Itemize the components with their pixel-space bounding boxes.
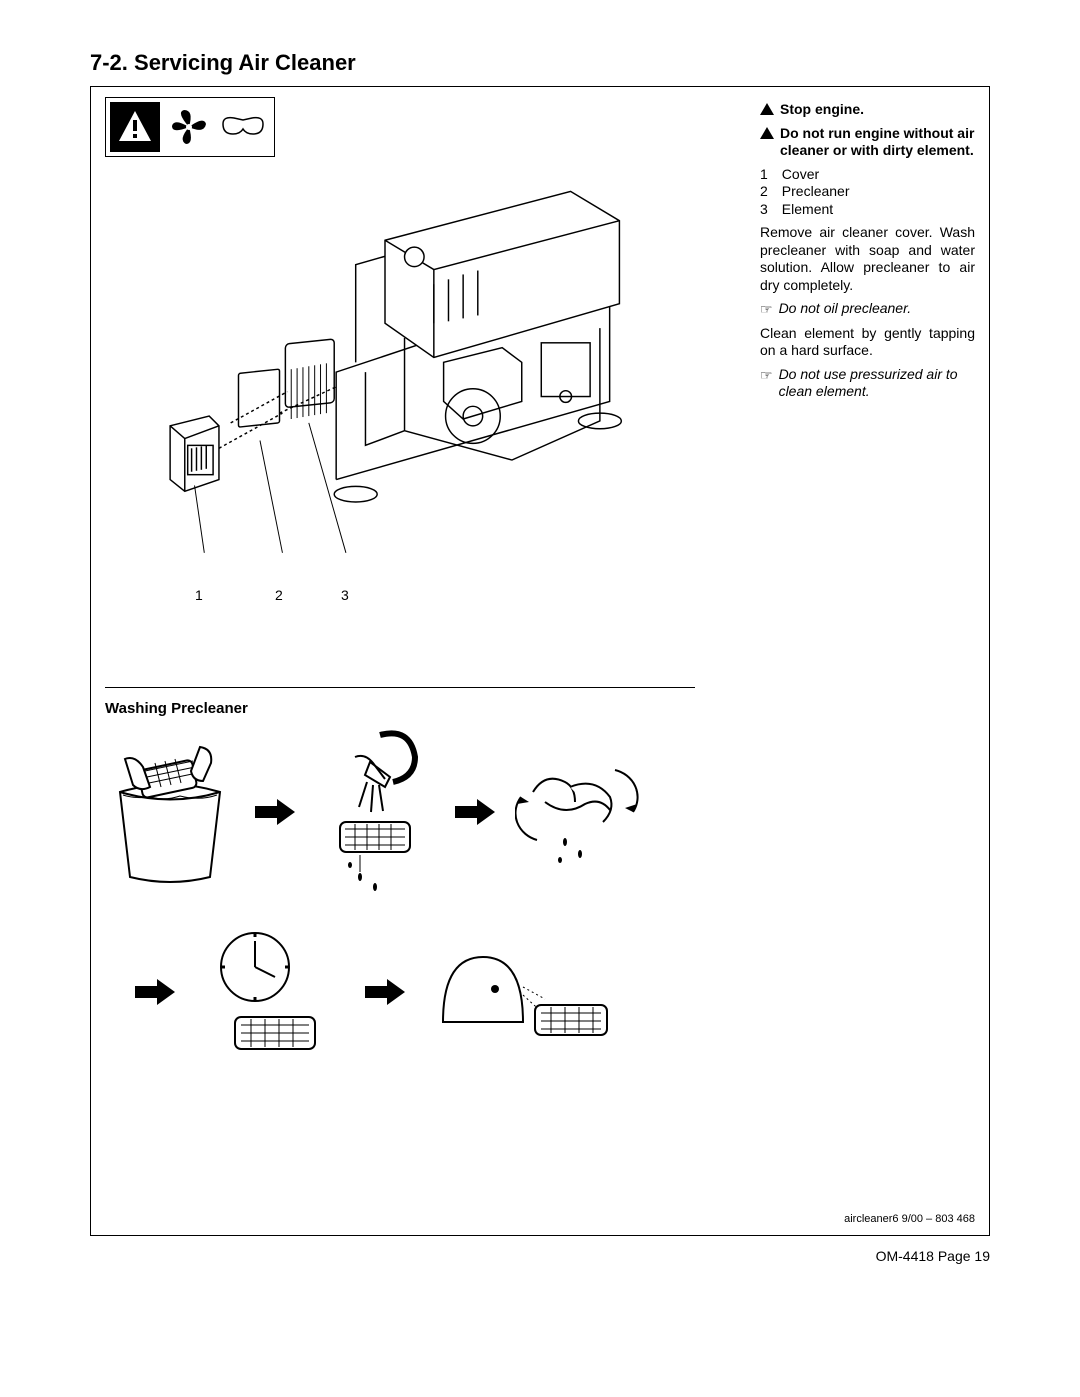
instructions-column: Stop engine. Do not run engine without a… [760, 97, 975, 407]
arrow-right-icon [455, 797, 495, 827]
wash-in-bucket-icon [105, 737, 235, 887]
callout-3: 3 [341, 587, 349, 603]
arrow-right-icon [255, 797, 295, 827]
arrow-right-icon [135, 977, 175, 1007]
instruction-remove-cover: Remove air cleaner cover. Wash precleane… [760, 224, 975, 294]
arrow-right-icon [365, 977, 405, 1007]
callout-1: 1 [195, 587, 203, 603]
pointing-hand-icon: ☞ [760, 367, 773, 385]
page-footer: OM-4418 Page 19 [90, 1248, 990, 1264]
fan-moving-parts-icon [164, 102, 214, 152]
section-divider [105, 687, 695, 688]
warning-no-run-without-cleaner: Do not run engine without air cleaner or… [780, 125, 975, 160]
diagram-callout-labels: 1 2 3 [105, 587, 760, 607]
warning-triangle-icon [760, 127, 774, 139]
figure-reference: aircleaner6 9/00 – 803 468 [844, 1213, 975, 1225]
washing-steps-row-2 [135, 927, 975, 1057]
alert-triangle-icon [110, 102, 160, 152]
parts-legend: 1Cover 2Precleaner 3Element [760, 166, 975, 219]
goggles-icon [218, 102, 268, 152]
washing-steps-row-1 [105, 727, 975, 897]
warning-icon-strip [105, 97, 275, 157]
callout-2: 2 [275, 587, 283, 603]
air-dry-icon [195, 927, 345, 1057]
wring-icon [515, 742, 645, 882]
washing-precleaner-title: Washing Precleaner [105, 700, 975, 717]
generator-exploded-diagram [105, 167, 665, 587]
warning-triangle-icon [760, 103, 774, 115]
rinse-icon [315, 727, 435, 897]
instruction-clean-element: Clean element by gently tapping on a har… [760, 325, 975, 360]
inspect-icon [425, 927, 615, 1057]
pointing-hand-icon: ☞ [760, 301, 773, 319]
content-frame: 1 2 3 Stop engine. Do not run engine wit… [90, 86, 990, 1236]
note-do-not-oil: Do not oil precleaner. [779, 300, 912, 318]
warning-stop-engine: Stop engine. [780, 101, 864, 119]
note-no-pressurized-air: Do not use pressurized air to clean elem… [779, 366, 975, 401]
section-title: 7-2. Servicing Air Cleaner [90, 50, 990, 76]
